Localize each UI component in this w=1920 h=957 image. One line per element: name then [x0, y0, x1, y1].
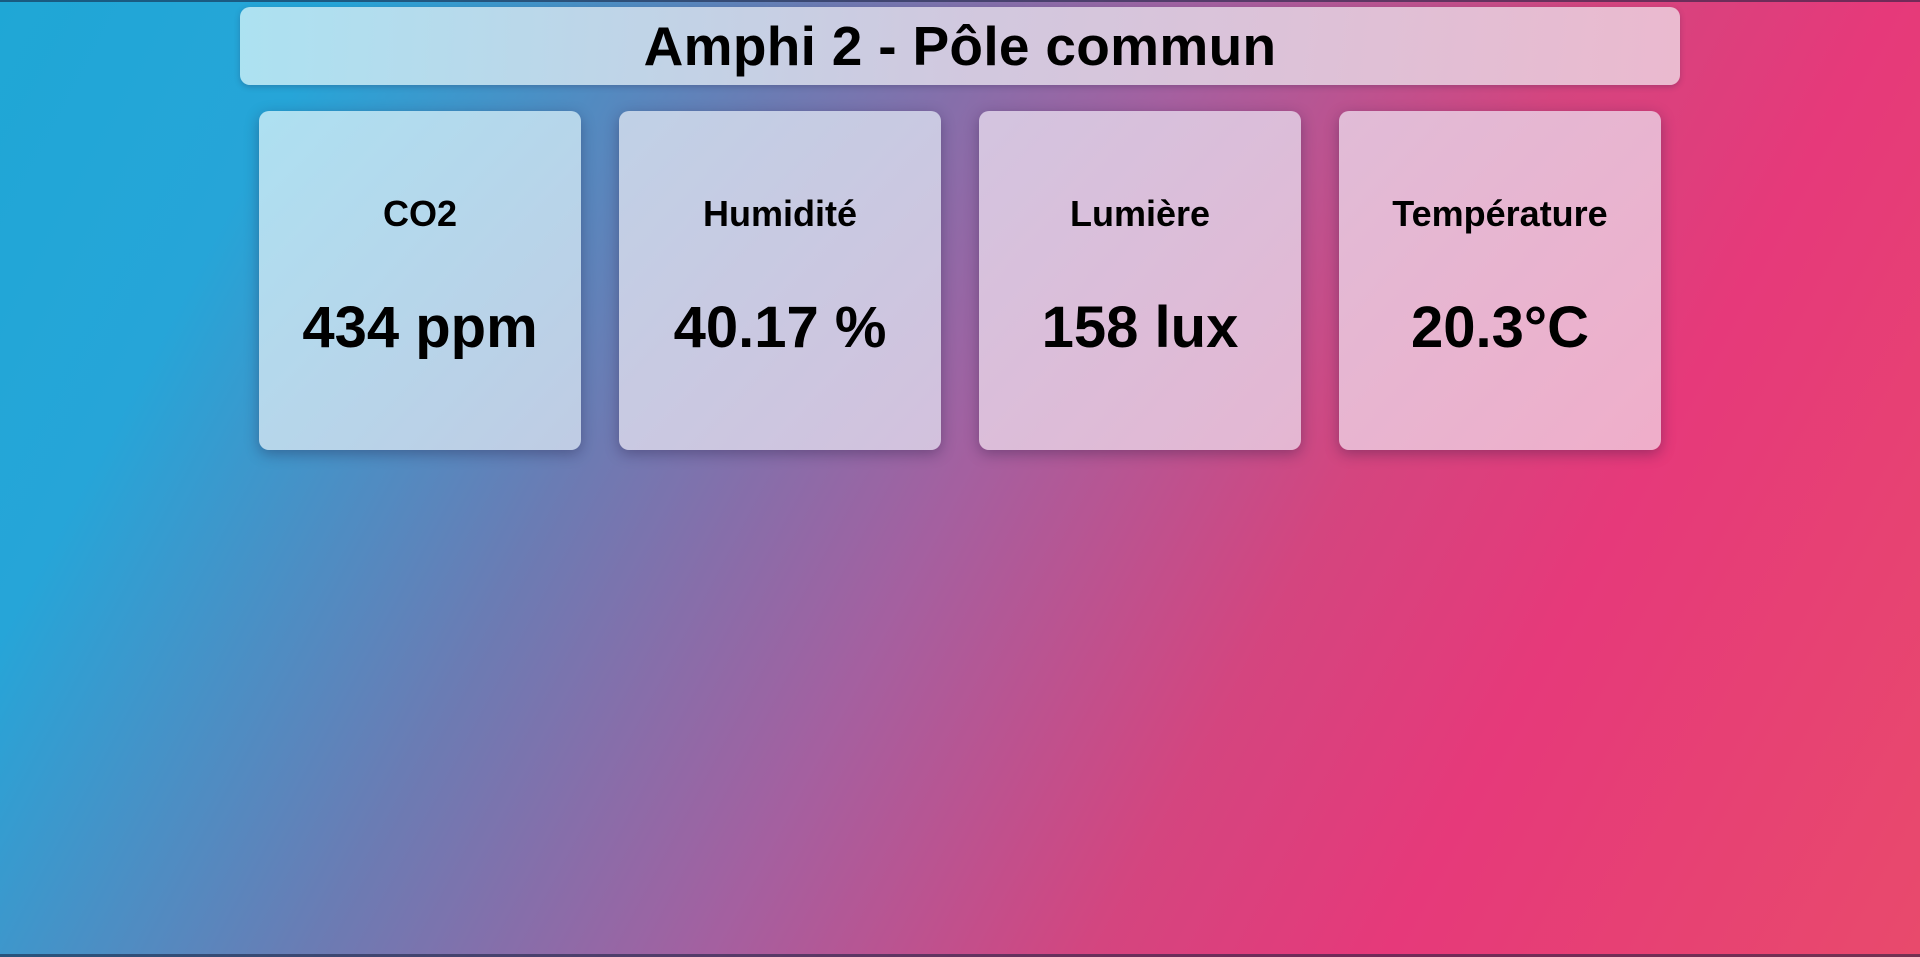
sensor-value-light: 158 lux — [1041, 295, 1239, 360]
sensor-label-light: Lumière — [1069, 193, 1211, 234]
sensor-card-temperature: Température 20.3°C — [1339, 111, 1661, 450]
sensor-card-light: Lumière 158 lux — [979, 111, 1301, 450]
room-title-banner: Amphi 2 - Pôle commun — [240, 7, 1680, 85]
sensor-value-co2: 434 ppm — [302, 295, 538, 360]
sensor-card-humidity: Humidité 40.17 % — [619, 111, 941, 450]
window-bottom-border — [0, 954, 1920, 957]
page-title: Amphi 2 - Pôle commun — [643, 15, 1277, 77]
sensor-label-humidity: Humidité — [702, 193, 857, 234]
window-top-border — [0, 0, 1920, 2]
sensor-label-temperature: Température — [1392, 193, 1608, 234]
sensor-card-co2: CO2 434 ppm — [259, 111, 581, 450]
sensor-cards: CO2 434 ppm Humidité 40.17 % Lumière 158… — [259, 111, 1661, 451]
sensor-value-humidity: 40.17 % — [673, 295, 887, 360]
sensor-label-co2: CO2 — [382, 193, 458, 234]
sensor-value-temperature: 20.3°C — [1411, 295, 1589, 360]
